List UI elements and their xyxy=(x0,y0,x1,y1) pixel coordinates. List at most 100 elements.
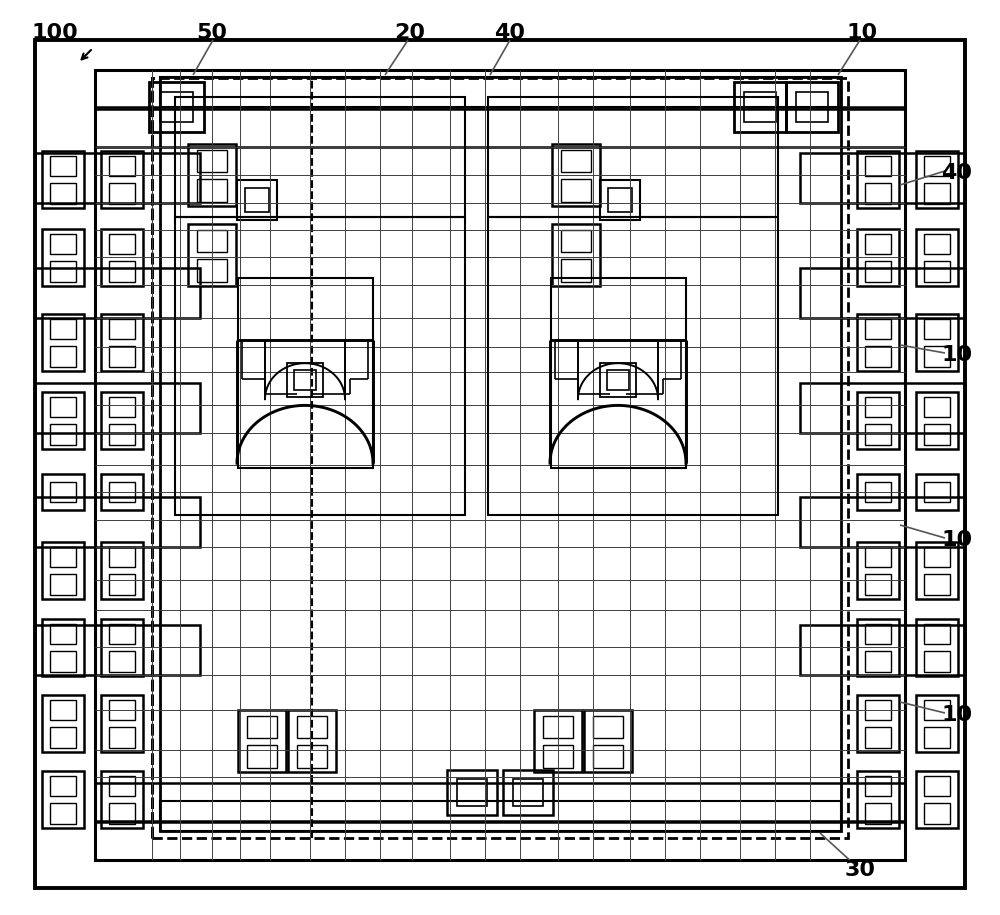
Bar xyxy=(238,710,286,772)
Bar xyxy=(857,694,899,751)
Bar xyxy=(50,727,76,748)
Bar xyxy=(294,370,316,390)
Bar xyxy=(50,574,76,595)
Bar xyxy=(865,318,891,339)
Bar xyxy=(160,801,841,831)
Bar xyxy=(42,694,84,751)
Bar xyxy=(916,542,958,598)
Bar xyxy=(50,424,76,445)
Bar xyxy=(857,542,899,598)
Bar xyxy=(447,770,497,814)
Bar xyxy=(924,481,950,502)
Bar xyxy=(297,746,327,768)
Bar xyxy=(109,803,135,824)
Bar xyxy=(457,779,487,805)
Text: 20: 20 xyxy=(394,23,426,43)
Bar xyxy=(593,716,623,737)
Bar xyxy=(584,710,632,772)
Bar xyxy=(197,149,227,172)
Bar xyxy=(924,396,950,417)
Bar xyxy=(109,727,135,748)
Bar xyxy=(916,694,958,751)
Bar xyxy=(924,346,950,367)
Bar xyxy=(175,97,465,217)
Bar xyxy=(35,153,200,203)
Bar xyxy=(800,383,965,433)
Bar xyxy=(924,318,950,339)
Bar xyxy=(50,318,76,339)
Text: 10: 10 xyxy=(941,705,973,725)
Bar xyxy=(744,92,776,122)
Bar xyxy=(109,624,135,644)
Bar xyxy=(916,619,958,675)
Bar xyxy=(924,624,950,644)
Bar xyxy=(552,144,600,206)
Bar xyxy=(50,183,76,203)
Bar xyxy=(800,497,965,547)
Bar xyxy=(513,779,543,805)
Bar xyxy=(148,82,204,132)
Bar xyxy=(152,78,848,838)
Bar xyxy=(865,481,891,502)
Bar xyxy=(534,710,582,772)
Text: 100: 100 xyxy=(32,23,78,43)
Bar xyxy=(288,710,336,772)
Bar xyxy=(109,156,135,177)
Bar xyxy=(50,233,76,254)
Text: 30: 30 xyxy=(844,860,876,880)
Bar xyxy=(916,392,958,448)
Bar xyxy=(50,156,76,177)
Bar xyxy=(101,770,143,827)
Bar xyxy=(916,770,958,827)
Bar xyxy=(35,625,200,675)
Bar xyxy=(35,268,200,318)
Bar xyxy=(865,233,891,254)
Bar xyxy=(924,546,950,567)
Bar xyxy=(561,179,591,201)
Bar xyxy=(600,180,640,220)
Bar xyxy=(109,651,135,672)
Bar xyxy=(109,396,135,417)
Bar xyxy=(109,233,135,254)
Bar xyxy=(857,474,899,510)
Bar xyxy=(865,546,891,567)
Bar xyxy=(247,746,277,768)
Bar xyxy=(101,694,143,751)
Bar xyxy=(50,700,76,720)
Bar xyxy=(800,153,965,203)
Bar xyxy=(50,651,76,672)
Bar xyxy=(95,822,905,860)
Bar xyxy=(561,259,591,282)
Bar xyxy=(35,497,200,547)
Bar xyxy=(42,770,84,827)
Bar xyxy=(924,776,950,796)
Bar xyxy=(50,546,76,567)
Bar xyxy=(101,314,143,371)
Bar xyxy=(237,180,277,220)
Bar xyxy=(50,396,76,417)
Bar xyxy=(42,150,84,208)
Text: 40: 40 xyxy=(942,163,972,183)
Bar xyxy=(865,624,891,644)
Bar xyxy=(35,383,200,433)
Bar xyxy=(503,770,553,814)
Bar xyxy=(924,233,950,254)
Bar xyxy=(109,481,135,502)
Bar xyxy=(865,346,891,367)
Bar xyxy=(865,727,891,748)
Text: 40: 40 xyxy=(494,23,526,43)
Bar xyxy=(287,363,323,397)
Bar xyxy=(42,229,84,285)
Bar xyxy=(924,803,950,824)
Bar xyxy=(160,92,192,122)
Bar xyxy=(109,183,135,203)
Bar xyxy=(50,624,76,644)
Bar xyxy=(543,746,573,768)
Bar xyxy=(786,82,838,132)
Bar xyxy=(42,542,84,598)
Bar xyxy=(857,314,899,371)
Bar xyxy=(109,546,135,567)
Bar xyxy=(800,625,965,675)
Bar xyxy=(109,776,135,796)
Text: 10: 10 xyxy=(941,530,973,550)
